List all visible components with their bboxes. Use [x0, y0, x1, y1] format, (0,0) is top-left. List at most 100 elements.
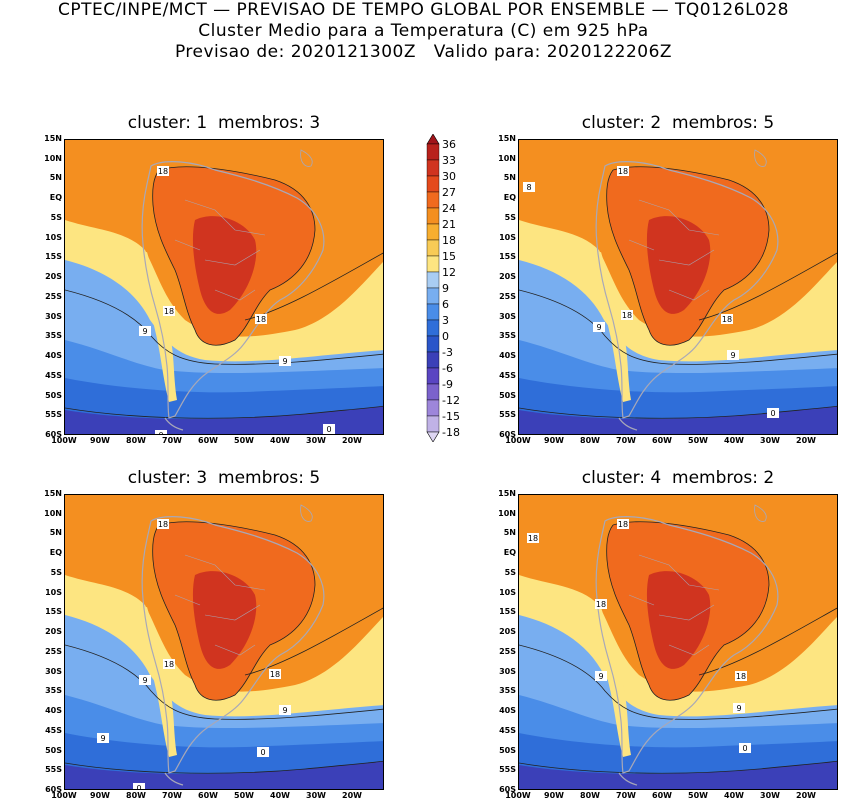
svg-text:0: 0: [260, 748, 265, 757]
main-title: CPTEC/INPE/MCT — PREVISAO DE TEMPO GLOBA…: [58, 0, 789, 20]
longitude-tick-label: 50W: [688, 436, 708, 445]
contour-label: 0: [323, 424, 335, 434]
contour-label: 9: [279, 356, 291, 366]
colorbar-tick-label: -15: [442, 410, 460, 423]
latitude-tick-label: 55S: [499, 410, 516, 420]
subtitle-variable: Cluster Medio para a Temperatura (C) em …: [198, 21, 649, 41]
contour-label: 0: [133, 783, 145, 789]
svg-text:18: 18: [158, 520, 168, 529]
longitude-tick-label: 80W: [126, 436, 146, 445]
colorbar-segment: [426, 223, 440, 241]
latitude-tick-label: 15S: [499, 607, 516, 617]
colorbar-segment: [426, 415, 440, 433]
colorbar-segment: [426, 287, 440, 305]
colorbar-segment: [426, 207, 440, 225]
svg-text:8: 8: [526, 183, 531, 192]
latitude-tick-label: 10S: [45, 587, 62, 597]
latitude-tick-label: 20S: [45, 627, 62, 637]
longitude-tick-label: 90W: [90, 436, 110, 445]
temperature-field-map: 18 18 18 9 9 0 0: [65, 140, 383, 434]
latitude-tick-label: 20S: [499, 272, 516, 282]
map-panel-cluster-2: 18 8 18 18 9 9 0: [518, 139, 838, 435]
subtitle-dates: Previsao de: 2020121300Z Valido para: 20…: [174, 42, 673, 62]
longitude-tick-label: 40W: [724, 791, 744, 800]
latitude-tick-label: 10N: [44, 153, 62, 163]
temperature-field-map: 18 18 18 9 9 9 0 0: [65, 495, 383, 789]
longitude-tick-label: 60W: [652, 791, 672, 800]
colorbar-segment: [426, 399, 440, 417]
latitude-tick-label: 30S: [45, 666, 62, 676]
svg-text:18: 18: [722, 315, 732, 324]
colorbar-segment: [426, 303, 440, 321]
latitude-tick-label: 55S: [45, 410, 62, 420]
contour-label: 9: [97, 733, 109, 743]
longitude-tick-label: 20W: [342, 436, 362, 445]
colorbar-tick-label: 33: [442, 154, 456, 167]
svg-text:18: 18: [528, 534, 538, 543]
svg-text:18: 18: [618, 520, 628, 529]
colorbar-segment: [426, 175, 440, 193]
longitude-tick-label: 80W: [580, 436, 600, 445]
svg-text:9: 9: [730, 351, 735, 360]
longitude-tick-label: 20W: [796, 791, 816, 800]
latitude-tick-label: 45S: [45, 370, 62, 380]
latitude-tick-label: EQ: [49, 548, 62, 558]
latitude-tick-label: 25S: [499, 291, 516, 301]
svg-text:18: 18: [736, 672, 746, 681]
contour-label: 18: [617, 519, 629, 529]
svg-text:18: 18: [618, 167, 628, 176]
latitude-tick-label: 50S: [499, 745, 516, 755]
latitude-tick-label: 10N: [44, 508, 62, 518]
svg-text:18: 18: [270, 670, 280, 679]
contour-label: 9: [595, 671, 607, 681]
contour-label: 0: [739, 743, 751, 753]
latitude-tick-label: 35S: [499, 331, 516, 341]
colorbar-tick-label: 21: [442, 218, 456, 231]
longitude-tick-label: 70W: [162, 791, 182, 800]
latitude-tick-label: 35S: [45, 686, 62, 696]
colorbar-segment: [426, 271, 440, 289]
latitude-tick-label: 20S: [499, 627, 516, 637]
latitude-tick-label: 60S: [499, 430, 516, 439]
contour-label: 9: [727, 350, 739, 360]
longitude-tick-label: 80W: [580, 791, 600, 800]
latitude-tick-label: 10N: [498, 153, 516, 163]
contour-label: 18: [595, 599, 607, 609]
latitude-tick-label: 5N: [503, 173, 516, 183]
temperature-field-map: 18 8 18 18 9 9 0: [519, 140, 837, 434]
latitude-tick-label: 25S: [499, 646, 516, 656]
latitude-tick-label: 5S: [504, 212, 516, 222]
colorbar-tick-label: 12: [442, 266, 456, 279]
contour-label: 0: [767, 408, 779, 418]
latitude-tick-label: 5S: [50, 212, 62, 222]
svg-text:18: 18: [596, 600, 606, 609]
latitude-tick-label: 5N: [49, 173, 62, 183]
colorbar-segment: [426, 143, 440, 161]
contour-label: 18: [735, 671, 747, 681]
longitude-tick-label: 90W: [544, 436, 564, 445]
latitude-tick-label: 10S: [499, 232, 516, 242]
longitude-tick-label: 50W: [234, 791, 254, 800]
latitude-tick-label: 55S: [499, 765, 516, 775]
latitude-tick-label: 40S: [499, 706, 516, 716]
latitude-tick-label: 15S: [45, 607, 62, 617]
colorbar-tick-label: 27: [442, 186, 456, 199]
longitude-tick-label: 90W: [544, 791, 564, 800]
latitude-tick-label: 60S: [45, 785, 62, 794]
longitude-tick-label: 40W: [724, 436, 744, 445]
contour-label: 18: [269, 669, 281, 679]
latitude-tick-label: 25S: [45, 646, 62, 656]
contour-label: 8: [523, 182, 535, 192]
latitude-tick-label: 40S: [45, 706, 62, 716]
longitude-tick-label: 40W: [270, 791, 290, 800]
latitude-tick-label: 45S: [499, 370, 516, 380]
svg-text:9: 9: [598, 672, 603, 681]
contour-label: 9: [733, 703, 745, 713]
svg-text:9: 9: [282, 357, 287, 366]
svg-text:9: 9: [142, 327, 147, 336]
colorbar-tick-label: 3: [442, 314, 449, 327]
latitude-tick-label: 25S: [45, 291, 62, 301]
contour-label: 0: [257, 747, 269, 757]
latitude-tick-label: 10S: [499, 587, 516, 597]
contour-label: 9: [593, 322, 605, 332]
